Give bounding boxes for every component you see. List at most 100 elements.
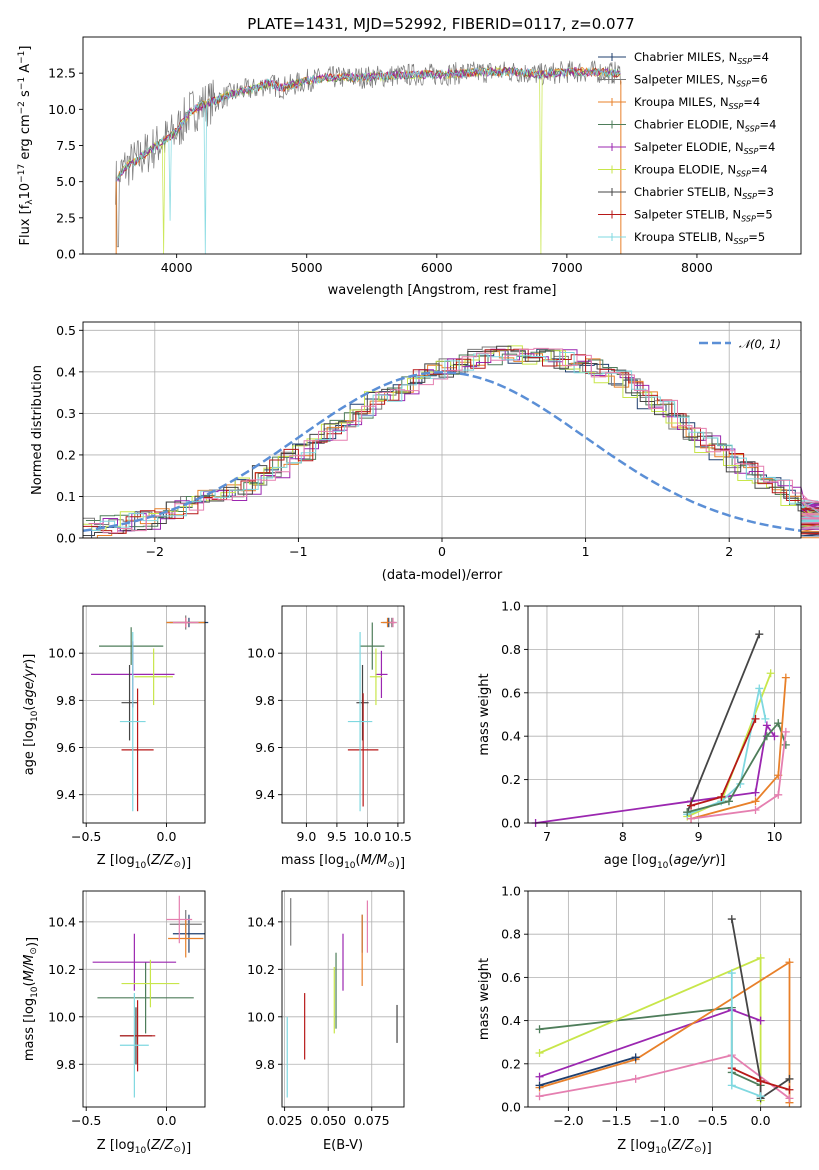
y-tick-label: 9.4	[56, 787, 76, 802]
weight-marker	[785, 958, 794, 967]
x-axis-label: age [log10(age/yr)]	[604, 853, 726, 871]
axes-frame	[82, 890, 206, 1108]
weight-line	[690, 731, 787, 820]
y-tick-label: 0.1	[56, 489, 76, 504]
histogram-step	[85, 352, 819, 531]
mass-vs-metallicity-panel: −0.5 0.0 9.8 10.0 10.2 10.4 Z [log10(Z/Z⊙)] mas…	[22, 890, 206, 1156]
weight-line	[539, 960, 791, 1103]
weight-marker	[762, 732, 771, 741]
x-axis-label: wavelength [Angstrom, rest frame]	[328, 283, 557, 298]
weight-marker	[724, 797, 733, 806]
legend-entry: Chabrier STELIB, NSSP=3	[634, 185, 774, 201]
x-axis-label: (data-model)/error	[382, 568, 503, 583]
x-tick-label: 6000	[421, 260, 453, 275]
spectrum-panel: 4000 5000 6000 7000 8000 0.0 2.5 5.0 7.5 10.0 12.5…	[17, 36, 802, 298]
x-tick-label: 10.0	[353, 829, 381, 844]
y-tick-label: 0.3	[56, 406, 76, 421]
weight-marker	[751, 714, 760, 723]
y-tick-label: 0.8	[501, 927, 521, 942]
weight-line	[730, 973, 761, 1098]
weight-marker	[755, 630, 764, 639]
y-tick-label: 10.0	[48, 646, 76, 661]
y-tick-label: 9.8	[56, 693, 76, 708]
x-tick-label: 9.5	[327, 829, 347, 844]
model-spectrum	[116, 66, 621, 182]
x-tick-label: −2	[146, 544, 164, 559]
x-axis-label: Z [log10(Z/Z⊙)]	[617, 1138, 711, 1156]
y-tick-label: 0.2	[56, 447, 76, 462]
weight-marker	[774, 790, 783, 799]
x-tick-label: 0	[438, 544, 446, 559]
weight-marker	[687, 814, 696, 823]
y-axis-label: Normed distribution	[30, 365, 45, 495]
weight-marker	[755, 684, 764, 693]
weight-line	[539, 1006, 761, 1087]
model-spectrum	[116, 66, 621, 255]
weight-marker	[535, 1025, 544, 1034]
weight-line	[690, 718, 757, 807]
x-tick-label: 0.0	[157, 1113, 177, 1128]
legend-entry: 𝒩(0, 1)	[739, 337, 781, 351]
y-tick-label: 1.0	[501, 599, 521, 614]
y-tick-label: 7.5	[56, 138, 76, 153]
x-tick-label: 4000	[161, 260, 193, 275]
x-tick-label: −2.0	[553, 1113, 583, 1128]
weight-line	[730, 918, 791, 1101]
histogram-step	[88, 347, 819, 534]
figure-title: PLATE=1431, MJD=52992, FIBERID=0117, z=0…	[247, 15, 634, 33]
x-tick-label: 7	[543, 829, 551, 844]
weight-line	[539, 1008, 761, 1078]
y-tick-label: 10.4	[48, 914, 76, 929]
y-tick-label: 0.0	[56, 247, 76, 262]
y-tick-label: 10.2	[247, 962, 275, 977]
legend-entry: Kroupa ELODIE, NSSP=4	[634, 163, 768, 179]
x-tick-label: 8000	[681, 260, 713, 275]
axes-frame	[281, 890, 405, 1108]
weight-marker	[535, 1072, 544, 1081]
y-tick-label: 0.6	[501, 685, 521, 700]
x-tick-label: −1.5	[601, 1113, 631, 1128]
legend-entry: Chabrier ELODIE, NSSP=4	[634, 118, 776, 134]
y-tick-label: 0.8	[501, 642, 521, 657]
y-tick-label: 10.0	[48, 102, 76, 117]
weight-marker	[751, 797, 760, 806]
y-tick-label: 10.2	[48, 962, 76, 977]
y-tick-label: 10.0	[48, 1009, 76, 1024]
legend-entry: Kroupa STELIB, NSSP=5	[634, 230, 765, 246]
y-tick-label: 0.4	[501, 729, 521, 744]
x-axis-label: Z [log10(Z/Z⊙)]	[97, 1138, 191, 1156]
x-tick-label: 0.075	[354, 1113, 390, 1128]
weight-marker	[756, 1092, 765, 1101]
y-tick-label: 9.8	[255, 1057, 275, 1072]
weight-marker	[766, 669, 775, 678]
x-tick-label: 0.025	[267, 1113, 303, 1128]
x-tick-label: −0.5	[697, 1113, 727, 1128]
y-tick-label: 9.8	[56, 1057, 76, 1072]
weight-marker	[781, 727, 790, 736]
data-spectrum	[115, 60, 622, 248]
y-tick-label: 5.0	[56, 174, 76, 189]
y-tick-label: 10.4	[247, 914, 275, 929]
weight-marker	[727, 915, 736, 924]
mass-vs-extinction-panel: 0.025 0.050 0.075 9.8 10.0 10.2 10.4 E(B-V)	[247, 890, 405, 1153]
y-axis-label: mass [log10(M/M⊙)]	[22, 937, 40, 1061]
normal-curve	[82, 371, 802, 532]
weight-marker	[756, 1016, 765, 1025]
x-tick-label: 0.0	[751, 1113, 771, 1128]
weight-marker	[535, 1081, 544, 1090]
weight-marker	[785, 1074, 794, 1083]
y-tick-label: 0.0	[501, 1100, 521, 1115]
weight-marker	[785, 1094, 794, 1103]
weight-line	[690, 677, 787, 820]
y-axis-label: mass weight	[477, 673, 492, 755]
legend-entry: Kroupa MILES, NSSP=4	[634, 95, 760, 111]
y-tick-label: 9.8	[255, 693, 275, 708]
y-tick-label: 9.6	[56, 740, 76, 755]
weight-marker	[774, 719, 783, 728]
weight-marker	[785, 1085, 794, 1094]
x-tick-label: 0.0	[157, 829, 177, 844]
weight-marker	[717, 792, 726, 801]
histogram-step	[83, 348, 819, 535]
